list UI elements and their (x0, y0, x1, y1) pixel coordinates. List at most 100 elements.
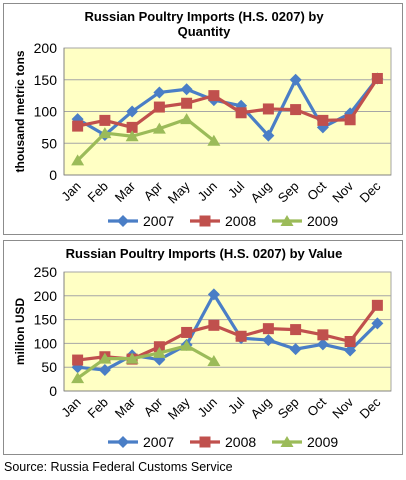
data-point-2009 (152, 122, 166, 134)
x-tick-label: Jul (225, 394, 247, 416)
x-tick-label: Nov (329, 178, 356, 205)
x-tick-label: Mar (112, 394, 139, 421)
x-tick-label: Apr (141, 178, 166, 203)
data-point-2008 (181, 97, 193, 109)
x-tick-label: Nov (329, 394, 356, 421)
data-point-2008 (235, 107, 247, 119)
data-point-2008 (235, 330, 247, 342)
data-point-2008 (262, 103, 274, 115)
chart-title-line-1: Russian Poultry Imports (H.S. 0207) by (84, 9, 324, 24)
data-point-2008 (317, 329, 329, 341)
y-tick-label: 0 (49, 383, 57, 399)
chart-title: Russian Poultry Imports (H.S. 0207) by V… (66, 246, 343, 261)
x-tick-label: Feb (85, 179, 111, 205)
data-point-2007 (316, 338, 329, 351)
y-tick-label: 0 (49, 167, 57, 183)
data-point-2009 (207, 134, 221, 146)
data-point-2008 (153, 341, 165, 353)
data-point-2007 (207, 288, 220, 301)
data-point-2007 (371, 317, 384, 330)
x-tick-label: May (165, 394, 193, 422)
data-point-2009 (125, 352, 139, 364)
source-note: Source: Russia Federal Customs Service (4, 460, 233, 474)
data-point-2007 (153, 353, 166, 366)
y-axis-label: thousand metric tons (13, 50, 27, 172)
x-tick-label: Oct (304, 178, 329, 203)
data-point-2009 (207, 355, 221, 367)
y-tick-label: 50 (41, 359, 57, 375)
x-tick-label: Oct (304, 394, 329, 419)
data-point-2008 (290, 104, 302, 116)
data-point-2009 (71, 372, 85, 384)
data-point-2007 (126, 105, 139, 118)
data-point-2008 (153, 101, 165, 113)
y-tick-label: 250 (34, 264, 58, 280)
legend-marker-2007 (117, 215, 129, 227)
x-tick-label: Apr (141, 394, 166, 419)
data-point-2009 (180, 339, 194, 351)
x-tick-label: Jan (58, 395, 83, 420)
x-tick-label: Jun (195, 395, 220, 420)
data-point-2009 (98, 352, 112, 364)
data-point-2008 (72, 120, 84, 132)
y-tick-label: 100 (34, 104, 58, 120)
data-point-2007 (262, 334, 275, 347)
y-tick-label: 150 (34, 312, 58, 328)
legend-label-2007: 2007 (143, 434, 174, 450)
x-tick-label: Dec (357, 394, 384, 421)
x-tick-label: Jul (225, 178, 247, 200)
x-tick-label: Aug (248, 179, 275, 206)
x-tick-label: May (165, 178, 193, 206)
data-point-2008 (208, 319, 220, 331)
data-point-2008 (208, 90, 220, 102)
x-tick-label: Mar (112, 178, 139, 205)
x-tick-label: Dec (357, 178, 384, 205)
y-tick-label: 200 (34, 288, 58, 304)
data-point-2009 (71, 154, 85, 166)
data-point-2008 (99, 114, 111, 126)
legend-marker-2008 (199, 215, 211, 227)
y-tick-label: 200 (34, 40, 58, 56)
value-chart-panel: Russian Poultry Imports (H.S. 0207) by V… (3, 240, 403, 455)
data-point-2008 (262, 323, 274, 335)
data-point-2007 (153, 86, 166, 99)
chart-title-line-2: Quantity (178, 24, 231, 39)
data-point-2007 (344, 344, 357, 357)
data-point-2007 (98, 364, 111, 377)
legend-label-2009: 2009 (307, 213, 338, 229)
x-tick-label: Feb (85, 395, 111, 421)
legend-label-2007: 2007 (143, 213, 174, 229)
chart-title: Russian Poultry Imports (H.S. 0207) by Qu… (84, 9, 324, 39)
x-tick-label: Jan (58, 179, 83, 204)
legend-label-2009: 2009 (307, 434, 338, 450)
value-chart: Russian Poultry Imports (H.S. 0207) by V… (13, 246, 392, 450)
legend-label-2008: 2008 (225, 434, 256, 450)
data-point-2009 (98, 127, 112, 139)
data-point-2009 (152, 346, 166, 358)
data-point-2007 (289, 343, 302, 356)
data-point-2008 (126, 121, 138, 133)
data-point-2009 (125, 130, 139, 142)
legend-marker-2009 (280, 215, 294, 226)
data-point-2008 (290, 324, 302, 336)
data-point-2008 (371, 299, 383, 311)
data-point-2007 (262, 129, 275, 142)
data-point-2008 (72, 354, 84, 366)
quantity-chart: Russian Poultry Imports (H.S. 0207) by Qu… (13, 9, 392, 229)
data-point-2008 (371, 72, 383, 84)
legend-marker-2007 (117, 436, 129, 448)
x-tick-label: Jun (195, 179, 220, 204)
legend-marker-2009 (280, 436, 294, 447)
y-tick-label: 50 (41, 135, 57, 151)
x-tick-label: Aug (248, 395, 275, 422)
data-point-2009 (180, 113, 194, 125)
x-tick-label: Sep (275, 395, 302, 422)
data-point-2008 (181, 326, 193, 338)
y-axis-label: million USD (13, 298, 27, 366)
data-point-2007 (289, 73, 302, 86)
data-point-2007 (180, 83, 193, 96)
y-tick-label: 100 (34, 335, 58, 351)
legend-label-2008: 2008 (225, 213, 256, 229)
data-point-2008 (344, 335, 356, 347)
x-tick-label: Sep (275, 179, 302, 206)
